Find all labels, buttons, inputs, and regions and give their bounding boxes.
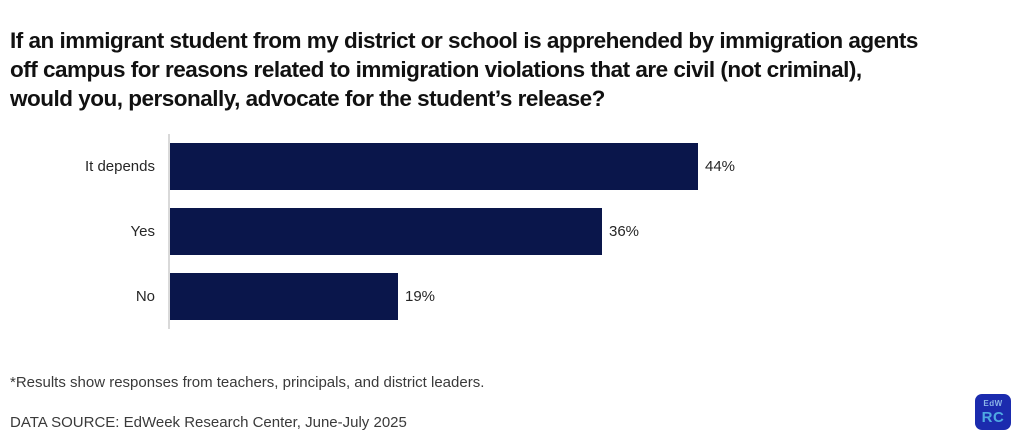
logo-bottom-text: RC <box>981 408 1005 426</box>
bar-track: 36% <box>168 199 950 264</box>
bar-track: 44% <box>168 134 950 199</box>
chart-title-line-3: would you, personally, advocate for the … <box>10 86 605 111</box>
bar-row: No 19% <box>10 264 950 329</box>
bar-rows: It depends 44% Yes 36% No 19% <box>10 134 950 329</box>
chart-title: If an immigrant student from my district… <box>10 26 918 113</box>
category-label: It depends <box>84 158 155 175</box>
bar-row: Yes 36% <box>10 199 950 264</box>
footnote: *Results show responses from teachers, p… <box>10 374 485 391</box>
chart-title-line-2: off campus for reasons related to immigr… <box>10 57 862 82</box>
bar-value-label: 36% <box>609 223 640 240</box>
bar-value-label: 19% <box>405 288 436 305</box>
bar <box>170 143 698 190</box>
bar-track: 19% <box>168 264 950 329</box>
chart-title-line-1: If an immigrant student from my district… <box>10 28 918 53</box>
bar-value-label: 44% <box>705 158 736 175</box>
bar <box>170 208 602 255</box>
logo-top-text: EdW <box>983 398 1003 408</box>
category-label: No <box>135 288 155 305</box>
edweek-research-center-logo: EdW RC <box>975 394 1011 430</box>
data-source: DATA SOURCE: EdWeek Research Center, Jun… <box>10 414 407 431</box>
bar-chart: It depends 44% Yes 36% No 19% <box>10 134 950 329</box>
bar <box>170 273 398 320</box>
bar-row: It depends 44% <box>10 134 950 199</box>
category-label: Yes <box>130 223 155 240</box>
